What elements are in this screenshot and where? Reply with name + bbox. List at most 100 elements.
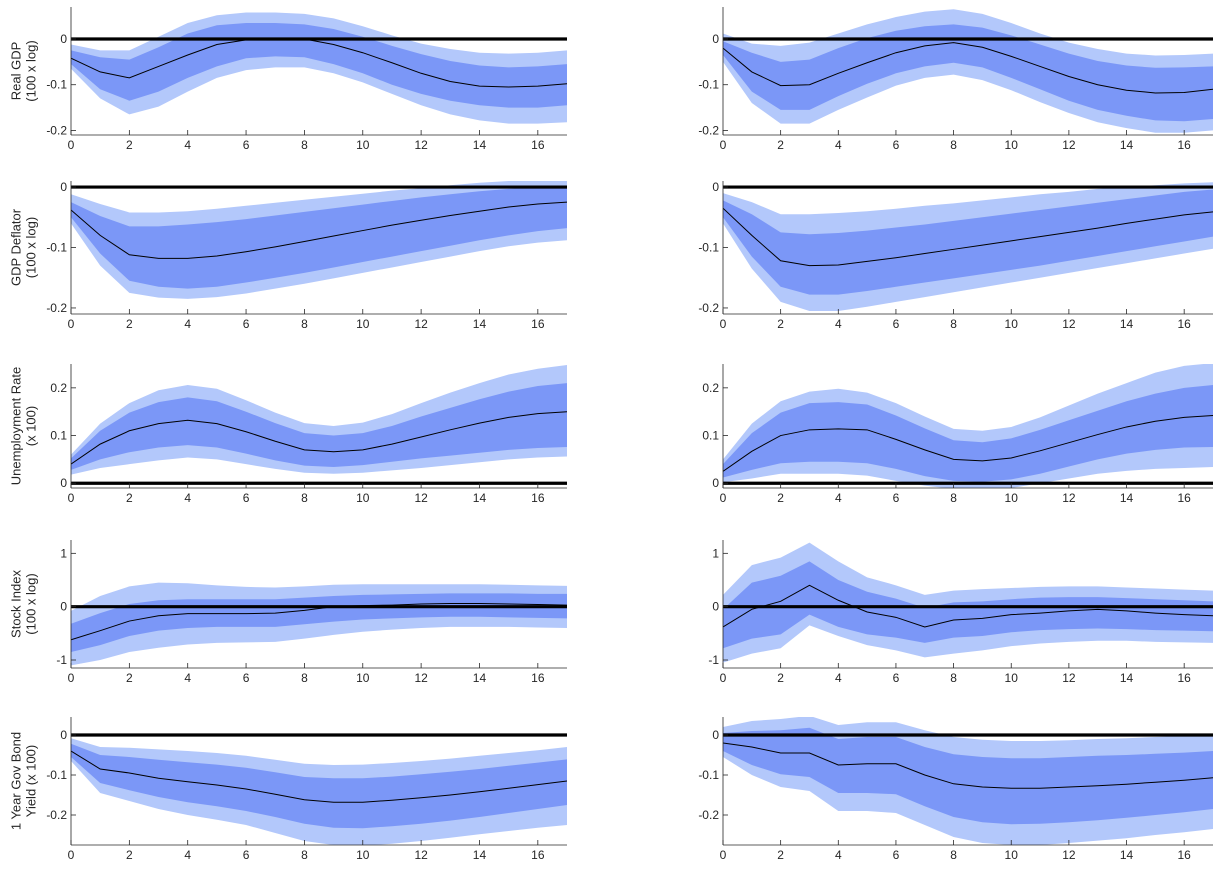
- plot-area: [71, 582, 567, 666]
- y-tick-label: -1: [708, 653, 719, 667]
- plot-area: [723, 717, 1213, 845]
- x-tick-label: 8: [301, 848, 308, 862]
- median-response-line: [71, 750, 567, 803]
- x-tick-label: 10: [1005, 138, 1019, 152]
- y-tick-label: -0.1: [46, 78, 67, 92]
- x-tick-label: 12: [1062, 138, 1076, 152]
- median-response-line: [71, 38, 567, 88]
- x-tick-label: 16: [1177, 138, 1191, 152]
- y-tick-label: -0.1: [698, 78, 719, 92]
- x-tick-label: 6: [893, 671, 900, 685]
- inner-confidence-band: [71, 383, 567, 470]
- inner-confidence-band: [723, 24, 1213, 122]
- x-tick-label: 14: [473, 138, 487, 152]
- x-tick-label: 6: [243, 671, 250, 685]
- y-tick-label: 0.1: [702, 429, 719, 443]
- x-tick-label: 16: [531, 491, 545, 505]
- median-response-line: [71, 602, 567, 641]
- y-tick-label: 0.2: [50, 381, 67, 395]
- x-tick-label: 8: [950, 138, 957, 152]
- x-tick-label: 8: [950, 491, 957, 505]
- median-response-line: [71, 411, 567, 465]
- inner-confidence-band: [71, 23, 567, 108]
- x-tick-label: 4: [835, 848, 842, 862]
- plot-area: [723, 542, 1213, 663]
- x-tick-label: 6: [243, 848, 250, 862]
- y-tick-label: -0.2: [46, 301, 67, 315]
- inner-confidence-band: [723, 189, 1213, 295]
- x-tick-label: 14: [1120, 491, 1134, 505]
- plot-area: [71, 364, 567, 485]
- x-tick-label: 14: [1120, 138, 1134, 152]
- y-axis-label: 1 Year Gov Bond: [9, 732, 24, 830]
- y-tick-label: -1: [56, 653, 67, 667]
- median-response-line: [723, 584, 1213, 628]
- x-tick-label: 0: [720, 848, 727, 862]
- x-tick-label: 16: [531, 138, 545, 152]
- y-axis-label: Unemployment Rate: [9, 367, 24, 486]
- y-tick-label: -0.1: [698, 768, 719, 782]
- x-tick-label: 0: [68, 317, 75, 331]
- x-tick-label: 2: [777, 138, 784, 152]
- y-tick-label: 0: [60, 180, 67, 194]
- y-axis-label: Yield (x 100): [24, 745, 39, 818]
- y-tick-label: 1: [60, 546, 67, 560]
- plot-area: [71, 181, 567, 299]
- y-tick-label: 0: [712, 476, 719, 490]
- x-tick-label: 6: [893, 491, 900, 505]
- panel-8: 0 2 4 6 8 10 12 14 16-101: [708, 540, 1213, 685]
- panel-10: 0 2 4 6 8 10 12 14 16 0 -0.1 -0.2: [698, 717, 1213, 862]
- x-tick-label: 8: [301, 138, 308, 152]
- x-tick-label: 8: [950, 317, 957, 331]
- x-tick-label: 10: [356, 317, 370, 331]
- x-tick-label: 4: [184, 317, 191, 331]
- x-tick-label: 4: [835, 317, 842, 331]
- y-tick-label: -0.1: [46, 241, 67, 255]
- x-tick-label: 12: [414, 491, 428, 505]
- y-axis-label: (100 x log): [24, 573, 39, 634]
- x-tick-label: 16: [531, 848, 545, 862]
- y-axis-label: Real GDP: [9, 42, 24, 101]
- x-tick-label: 2: [126, 848, 133, 862]
- x-tick-label: 4: [835, 138, 842, 152]
- y-tick-label: 0.1: [50, 429, 67, 443]
- x-tick-label: 10: [1005, 491, 1019, 505]
- y-tick-label: -0.2: [46, 123, 67, 137]
- x-tick-label: 2: [126, 317, 133, 331]
- x-tick-label: 8: [301, 671, 308, 685]
- y-axis-label: (x 100): [24, 406, 39, 446]
- panel-9: 0 2 4 6 8 10 12 14 16 0 -0.1 -0.2 1 Year Gov Bond Yie…: [9, 717, 567, 862]
- x-tick-label: 6: [243, 317, 250, 331]
- x-tick-label: 8: [950, 848, 957, 862]
- panel-5: 0 2 4 6 8 10 12 14 16 0 0.1 0.2 Unemployment Rate (x …: [9, 364, 567, 505]
- y-axis-label: Stock Index: [9, 570, 24, 638]
- x-tick-label: 0: [720, 671, 727, 685]
- x-tick-label: 4: [184, 671, 191, 685]
- x-tick-label: 12: [1062, 848, 1076, 862]
- y-tick-label: -0.2: [698, 123, 719, 137]
- y-tick-label: 1: [712, 546, 719, 560]
- median-response-line: [723, 415, 1213, 472]
- y-tick-label: -0.2: [46, 808, 67, 822]
- median-response-line: [723, 207, 1213, 267]
- x-tick-label: 0: [68, 138, 75, 152]
- plot-area: [71, 12, 567, 124]
- x-tick-label: 16: [531, 317, 545, 331]
- x-tick-label: 0: [720, 491, 727, 505]
- median-response-line: [723, 42, 1213, 94]
- y-tick-label: -0.1: [46, 768, 67, 782]
- x-tick-label: 12: [1062, 491, 1076, 505]
- y-axis-label: (100 x log): [24, 40, 39, 101]
- plot-area: [723, 364, 1213, 488]
- x-tick-label: 16: [1177, 491, 1191, 505]
- x-tick-label: 6: [893, 848, 900, 862]
- x-tick-label: 4: [835, 671, 842, 685]
- x-tick-label: 8: [301, 317, 308, 331]
- x-tick-label: 2: [777, 848, 784, 862]
- x-tick-label: 4: [184, 491, 191, 505]
- x-tick-label: 12: [414, 671, 428, 685]
- x-tick-label: 0: [68, 671, 75, 685]
- plot-area: [71, 733, 567, 845]
- panel-6: 0 2 4 6 8 10 12 14 16 0 0.1 0.2: [702, 364, 1213, 505]
